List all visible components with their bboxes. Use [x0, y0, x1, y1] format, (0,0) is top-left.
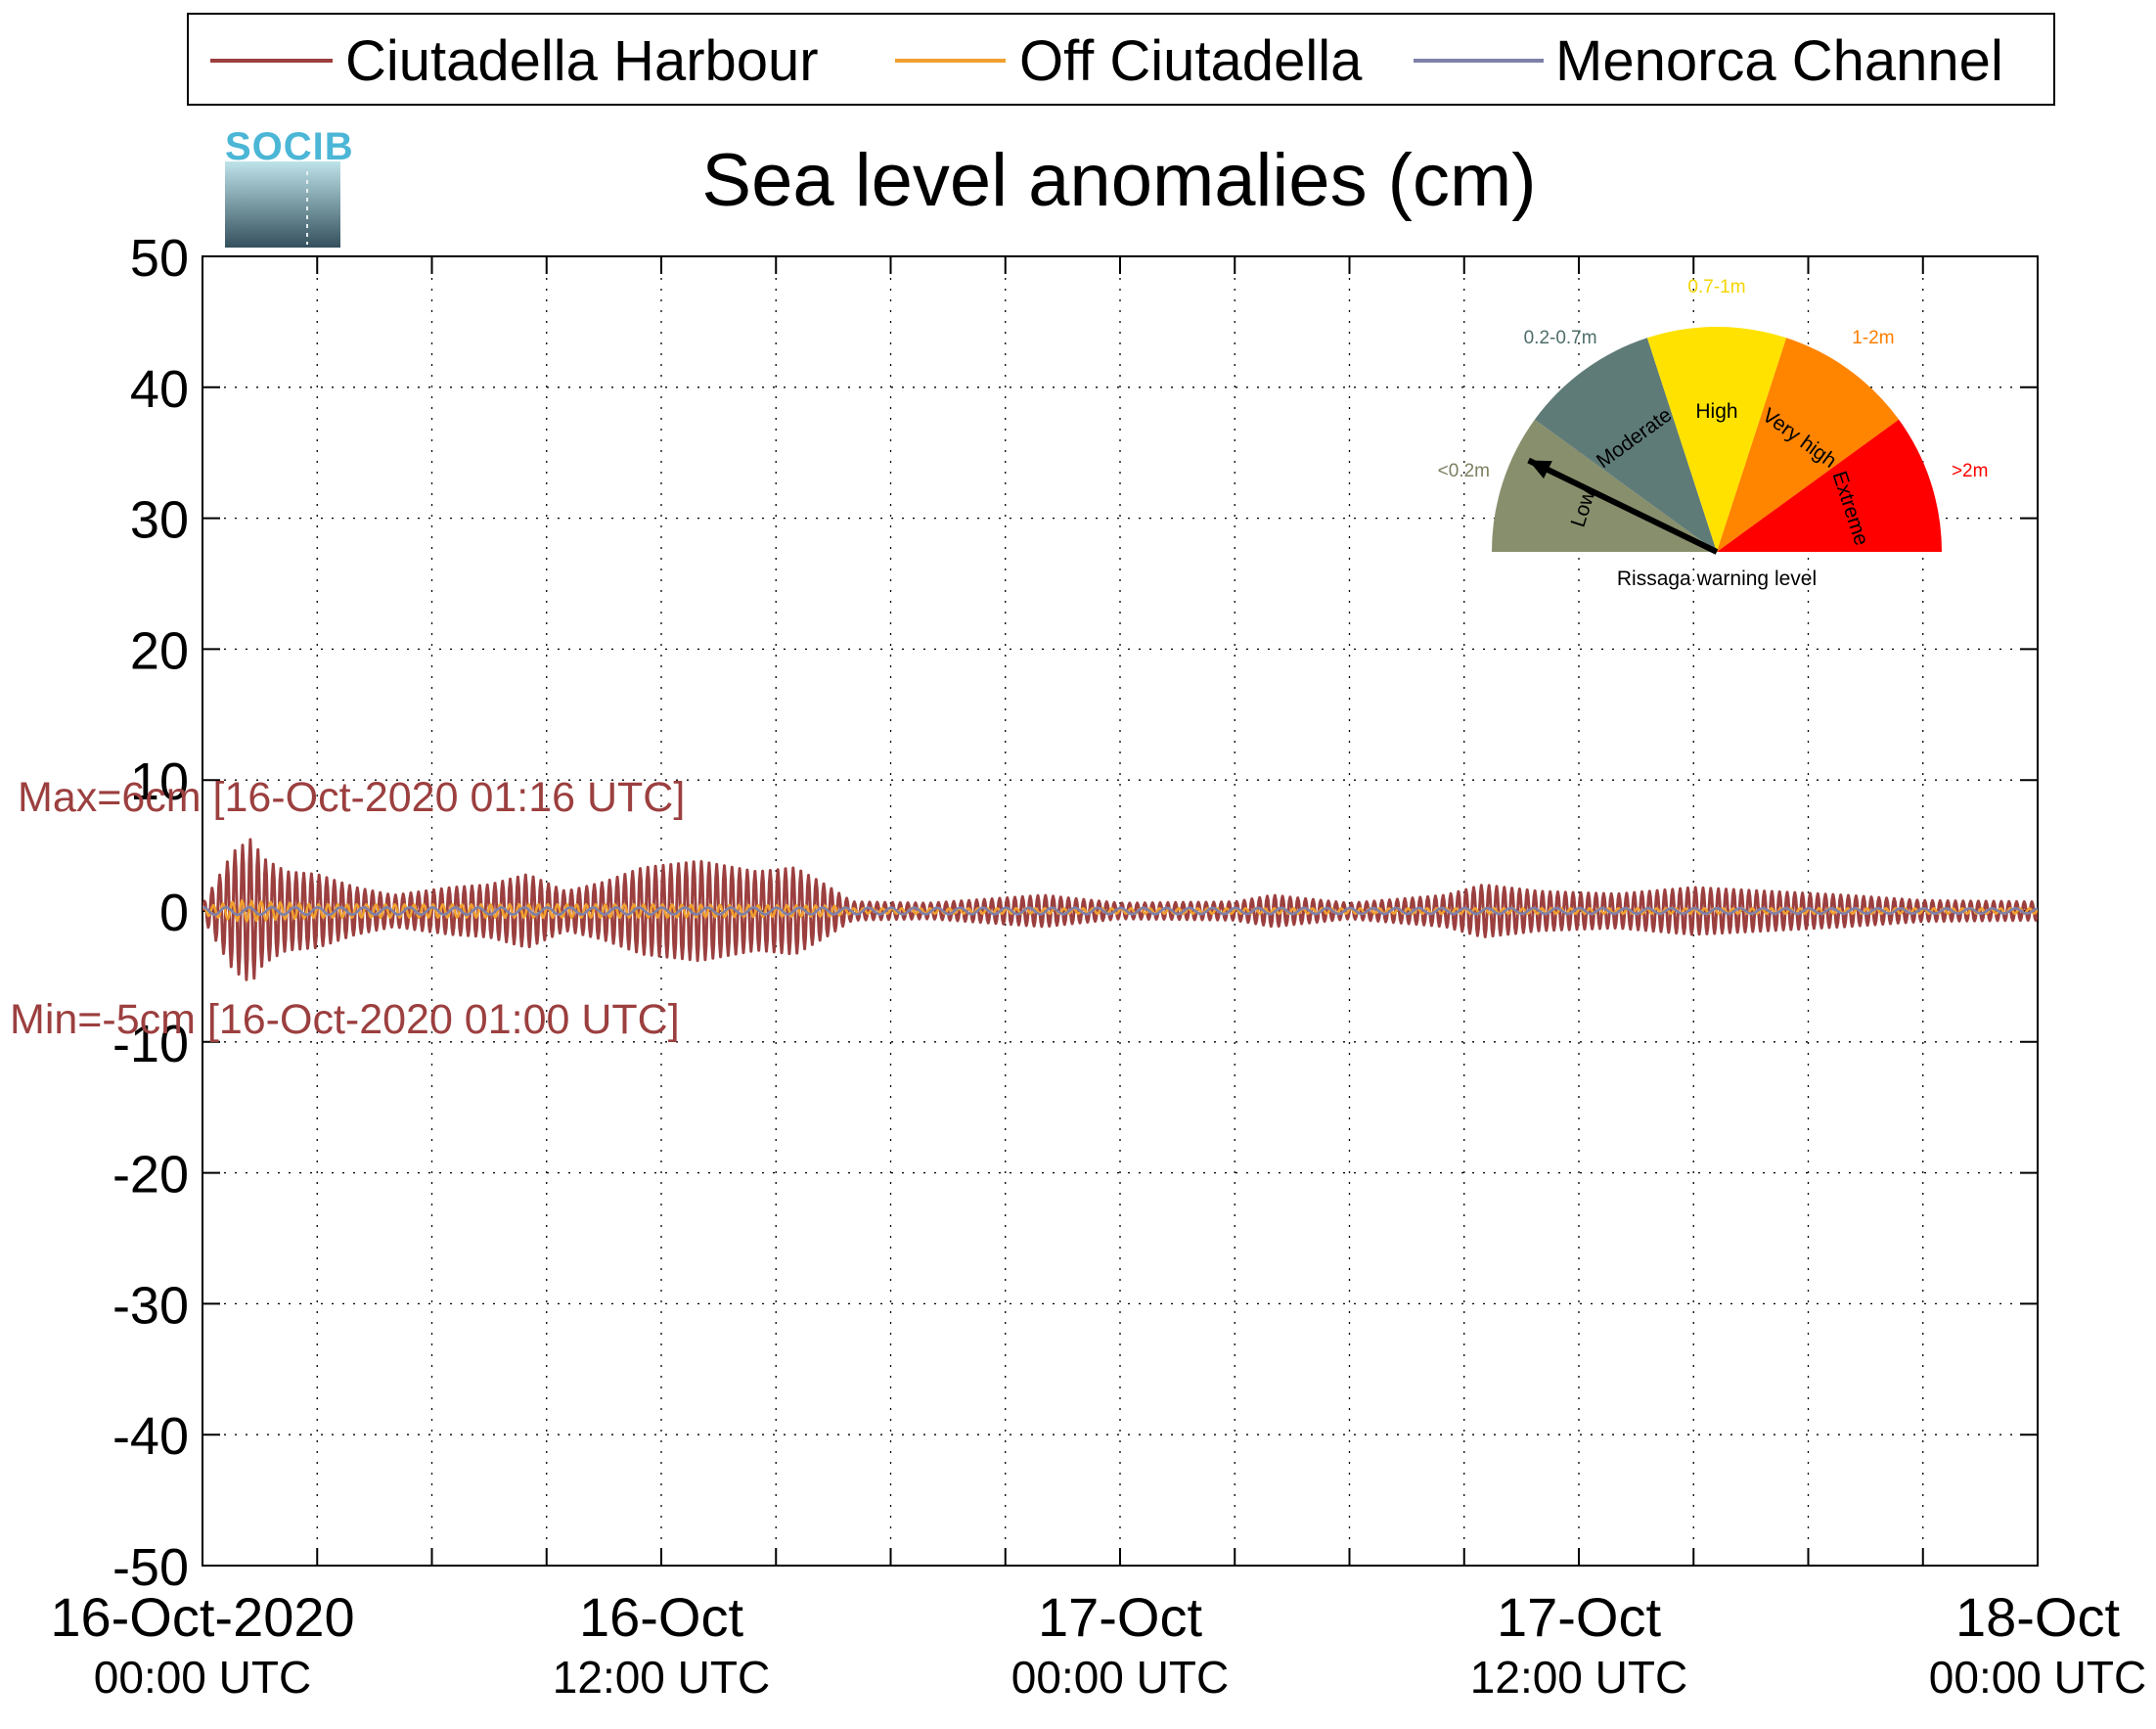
- gauge-sector-moderate: [1534, 338, 1717, 552]
- y-tick-label: 30: [130, 491, 189, 550]
- gauge-sector-low: [1492, 419, 1717, 552]
- x-tick-label: 16-Oct-2020: [50, 1586, 354, 1648]
- gauge-sector-label: High: [1695, 400, 1737, 423]
- gauge-needle: [1527, 457, 1719, 555]
- y-tick-label: 0: [159, 884, 189, 942]
- y-tick-label: 10: [130, 752, 189, 811]
- gauge-range-label: <0.2m: [1438, 461, 1490, 481]
- gauge-range-label: >2m: [1952, 461, 1989, 481]
- series-line-off-ciutadella: [202, 899, 2038, 923]
- legend-label-ciutadella-harbour: Ciutadella Harbour: [345, 29, 819, 93]
- gauge-sector-high: [1646, 327, 1787, 552]
- legend-label-menorca-channel: Menorca Channel: [1555, 29, 2003, 93]
- chart-title: Sea level anomalies (cm): [701, 139, 1536, 222]
- x-tick-label: 18-Oct: [1955, 1586, 2120, 1648]
- gauge-sector-extreme: [1717, 419, 1942, 552]
- x-tick-label: 17-Oct: [1497, 1586, 1661, 1648]
- gauge-needle-arrow: [1528, 460, 1552, 479]
- x-tick-sublabel: 00:00 UTC: [1011, 1652, 1229, 1703]
- svg-text:SOCIB: SOCIB: [225, 125, 354, 168]
- legend-box: [187, 13, 2055, 106]
- gauge-range-label: 1-2m: [1852, 328, 1894, 348]
- socib-logo: SOCIB: [225, 125, 354, 248]
- legend-label-off-ciutadella: Off Ciutadella: [1019, 29, 1363, 93]
- legend: Ciutadella Harbour Off Ciutadella Menorc…: [187, 13, 2055, 106]
- x-tick-sublabel: 12:00 UTC: [553, 1652, 770, 1703]
- x-tick-sublabel: 12:00 UTC: [1470, 1652, 1687, 1703]
- y-tick-label: -30: [112, 1276, 189, 1335]
- y-tick-label: 40: [130, 360, 189, 419]
- y-tick-label: 20: [130, 621, 189, 680]
- x-tick-sublabel: 00:00 UTC: [1929, 1652, 2146, 1703]
- max-annotation: Max=6cm [16-Oct-2020 01:16 UTC]: [18, 774, 685, 821]
- min-annotation: Min=-5cm [16-Oct-2020 01:00 UTC]: [10, 996, 680, 1043]
- x-tick-label: 16-Oct: [579, 1586, 743, 1648]
- y-tick-label: -20: [112, 1146, 189, 1205]
- gauge-range-label: 0.7-1m: [1687, 277, 1745, 297]
- series-layer: [202, 838, 2038, 981]
- y-tick-label: -50: [112, 1538, 189, 1597]
- y-tick-label: -40: [112, 1407, 189, 1466]
- gauge-range-label: 0.2-0.7m: [1524, 328, 1597, 348]
- y-tick-label: 50: [130, 229, 189, 288]
- gauge-caption: Rissaga warning level: [1617, 568, 1817, 590]
- x-tick-sublabel: 00:00 UTC: [94, 1652, 311, 1703]
- y-tick-label: -10: [112, 1015, 189, 1073]
- y-axis: 50 40 30 20 10 0 -10 -20 -30 -40 -50: [112, 229, 189, 1597]
- gauge-sector-very-high: [1717, 338, 1900, 552]
- x-tick-label: 17-Oct: [1038, 1586, 1202, 1648]
- series-line-menorca-channel: [202, 905, 2038, 917]
